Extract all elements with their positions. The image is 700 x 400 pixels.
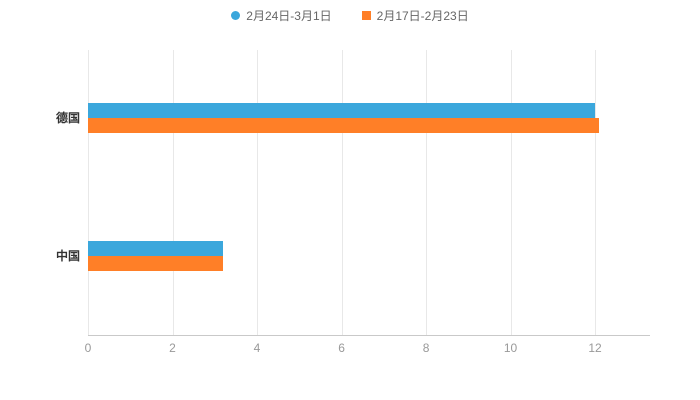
gridline xyxy=(88,50,89,335)
gridline xyxy=(341,50,343,335)
gridline xyxy=(595,50,597,335)
plot-area xyxy=(88,50,650,336)
y-axis-category-label: 德国 xyxy=(55,111,80,126)
gridline xyxy=(257,50,259,335)
legend-label: 2月24日-3月1日 xyxy=(246,9,332,23)
legend-marker-square-icon xyxy=(361,11,371,20)
bar[interactable] xyxy=(88,118,600,134)
y-axis-category-label: 中国 xyxy=(55,249,80,264)
legend-item[interactable]: 2月17日-2月23日 xyxy=(361,7,469,24)
bar-group xyxy=(88,241,650,272)
legend: 2月24日-3月1日 2月17日-2月23日 xyxy=(0,7,700,24)
bar[interactable] xyxy=(88,103,596,119)
bar-group xyxy=(88,103,650,134)
bar[interactable] xyxy=(88,256,224,272)
gridline xyxy=(426,50,428,335)
gridline xyxy=(510,50,512,335)
x-axis-line xyxy=(88,335,650,336)
x-axis-tick-label: 8 xyxy=(422,341,430,355)
legend-marker-circle-icon xyxy=(231,11,241,20)
x-axis-tick-label: 0 xyxy=(84,341,92,355)
x-axis-tick-label: 4 xyxy=(253,341,261,355)
x-axis-tick-label: 12 xyxy=(588,341,602,355)
legend-label: 2月17日-2月23日 xyxy=(376,9,469,23)
x-axis-tick-label: 6 xyxy=(338,341,345,355)
x-axis-tick-label: 2 xyxy=(169,341,176,355)
x-axis-tick-label: 10 xyxy=(503,341,518,355)
bar[interactable] xyxy=(88,241,224,257)
legend-item[interactable]: 2月24日-3月1日 xyxy=(231,7,332,24)
gridline xyxy=(172,50,174,335)
